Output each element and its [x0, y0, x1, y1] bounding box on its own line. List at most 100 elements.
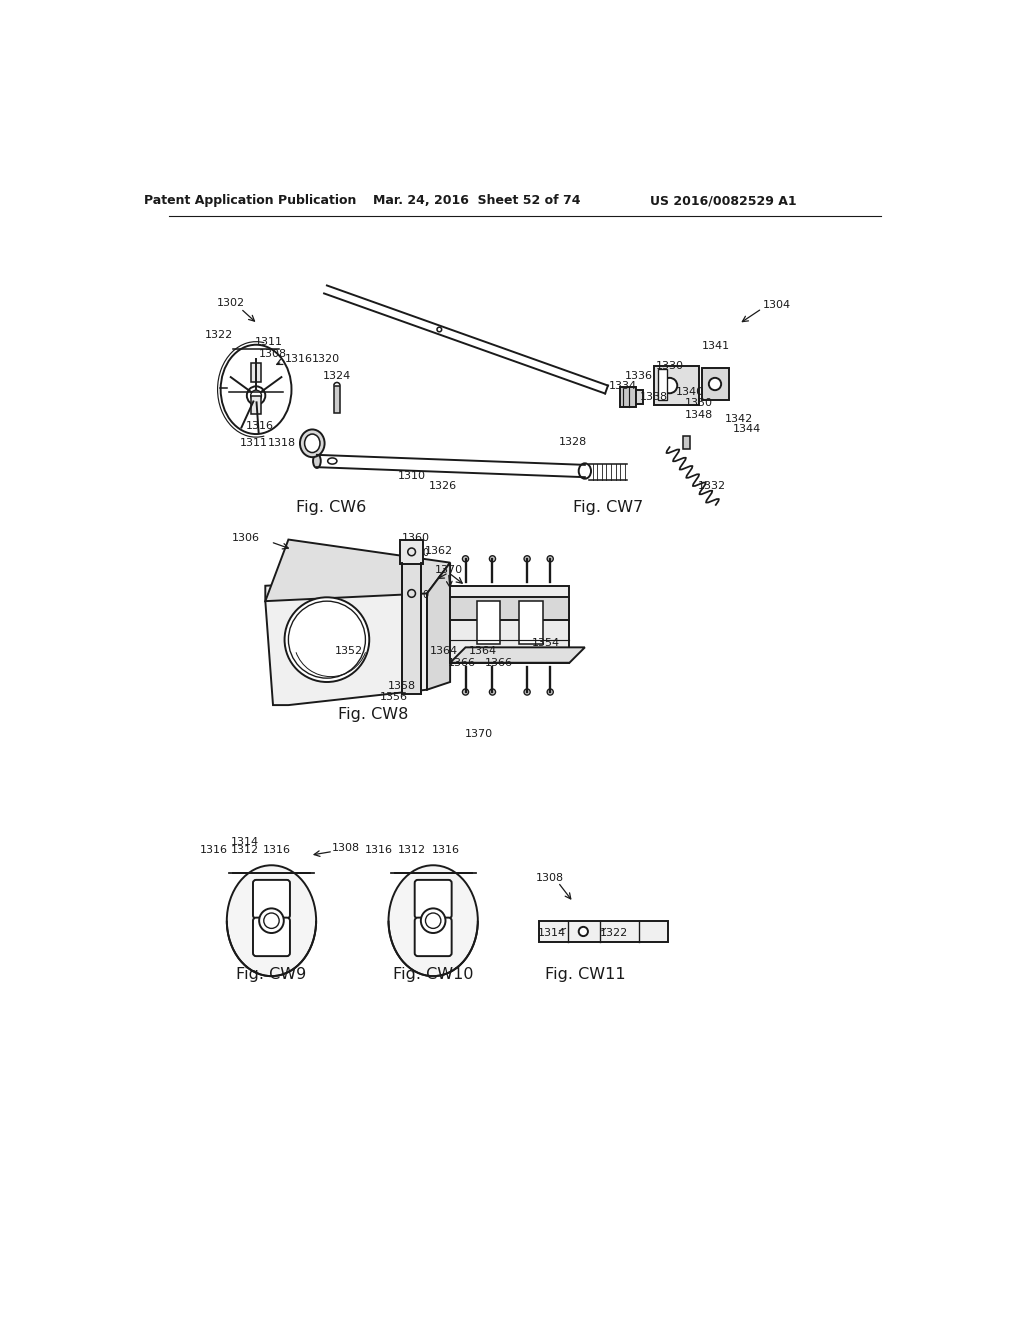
Circle shape — [579, 927, 588, 936]
Text: 1326: 1326 — [428, 480, 457, 491]
Text: 1314: 1314 — [230, 837, 259, 847]
FancyBboxPatch shape — [253, 917, 290, 956]
Bar — [519, 601, 543, 644]
Text: 1306: 1306 — [231, 533, 260, 543]
Circle shape — [489, 556, 496, 562]
Text: 1310: 1310 — [397, 471, 426, 482]
Bar — [402, 562, 421, 693]
Polygon shape — [427, 562, 451, 689]
Text: 1312: 1312 — [397, 845, 426, 855]
Polygon shape — [451, 647, 585, 663]
Bar — [334, 385, 340, 412]
Text: 1370: 1370 — [465, 730, 494, 739]
Circle shape — [259, 908, 284, 933]
Text: 1370: 1370 — [434, 565, 463, 576]
Ellipse shape — [313, 454, 321, 469]
Text: US 2016/0082529 A1: US 2016/0082529 A1 — [650, 194, 797, 207]
Text: 1316: 1316 — [263, 845, 291, 855]
Text: 1302: 1302 — [217, 298, 245, 308]
Text: Fig. CW7: Fig. CW7 — [572, 500, 643, 515]
Circle shape — [489, 689, 496, 696]
Text: 1308: 1308 — [259, 348, 287, 359]
Text: Fig. CW9: Fig. CW9 — [237, 968, 306, 982]
Text: 1308: 1308 — [537, 874, 564, 883]
Text: 1308: 1308 — [332, 843, 360, 853]
Text: 1330: 1330 — [655, 362, 684, 371]
Text: 1360: 1360 — [401, 533, 429, 543]
Circle shape — [662, 378, 677, 393]
Text: 1334: 1334 — [609, 380, 637, 391]
Text: 1312: 1312 — [230, 845, 259, 855]
Bar — [620, 387, 637, 407]
Circle shape — [463, 556, 469, 562]
Text: 1362: 1362 — [425, 546, 453, 556]
Text: Patent Application Publication: Patent Application Publication — [143, 194, 356, 207]
Text: 1340: 1340 — [676, 388, 703, 397]
Circle shape — [709, 378, 721, 391]
Text: 1311: 1311 — [240, 438, 267, 449]
Text: 1358: 1358 — [387, 681, 416, 690]
Bar — [251, 363, 261, 381]
Bar — [251, 396, 261, 414]
Text: 1356: 1356 — [380, 693, 408, 702]
Circle shape — [524, 556, 530, 562]
Text: Fig. CW6: Fig. CW6 — [296, 500, 366, 515]
Ellipse shape — [304, 434, 319, 453]
Text: 1348: 1348 — [685, 409, 713, 420]
Bar — [658, 370, 668, 400]
Text: 1341: 1341 — [701, 341, 730, 351]
Text: 1322: 1322 — [205, 330, 233, 341]
Text: 1364: 1364 — [468, 647, 497, 656]
FancyBboxPatch shape — [253, 880, 290, 919]
Text: 1336: 1336 — [625, 371, 652, 380]
Text: 1332: 1332 — [697, 480, 726, 491]
Bar — [477, 601, 500, 644]
Text: 1322: 1322 — [600, 928, 629, 939]
Text: 1328: 1328 — [559, 437, 588, 446]
Bar — [654, 367, 698, 405]
FancyBboxPatch shape — [415, 917, 452, 956]
FancyBboxPatch shape — [415, 880, 452, 919]
Circle shape — [463, 689, 469, 696]
Text: 1311: 1311 — [255, 337, 284, 347]
Text: 1350: 1350 — [685, 399, 713, 408]
Text: 1352: 1352 — [335, 647, 364, 656]
Text: 1338: 1338 — [640, 392, 669, 403]
Text: Mar. 24, 2016  Sheet 52 of 74: Mar. 24, 2016 Sheet 52 of 74 — [374, 194, 581, 207]
Circle shape — [524, 689, 530, 696]
Text: 1366: 1366 — [447, 657, 476, 668]
Text: 1314: 1314 — [538, 928, 566, 939]
Text: Fig. CW8: Fig. CW8 — [338, 706, 409, 722]
Text: 1316: 1316 — [285, 354, 312, 363]
Text: Fig. CW10: Fig. CW10 — [393, 968, 473, 982]
Text: 1320: 1320 — [312, 354, 340, 363]
Ellipse shape — [226, 866, 316, 977]
Text: 1354: 1354 — [532, 639, 560, 648]
Ellipse shape — [388, 866, 478, 977]
Text: 1342: 1342 — [725, 413, 753, 424]
Bar — [701, 368, 729, 400]
Text: 1316: 1316 — [366, 845, 393, 855]
Text: 1304: 1304 — [763, 300, 792, 310]
Polygon shape — [451, 586, 569, 663]
Text: 1316: 1316 — [200, 845, 227, 855]
Circle shape — [421, 908, 445, 933]
Ellipse shape — [579, 463, 591, 479]
Ellipse shape — [328, 458, 337, 465]
Ellipse shape — [300, 429, 325, 457]
Text: 1364: 1364 — [430, 647, 458, 656]
Text: 1366: 1366 — [484, 657, 513, 668]
Text: 0: 0 — [423, 590, 428, 601]
Polygon shape — [265, 578, 427, 705]
Text: 1316: 1316 — [432, 845, 460, 855]
Bar — [683, 436, 689, 449]
Bar — [539, 921, 668, 942]
Text: Fig. CW11: Fig. CW11 — [545, 968, 626, 982]
Bar — [637, 391, 643, 404]
Text: 1344: 1344 — [732, 425, 761, 434]
Bar — [400, 540, 423, 564]
Polygon shape — [265, 540, 451, 601]
Text: 1318: 1318 — [267, 438, 296, 449]
Circle shape — [547, 689, 553, 696]
Circle shape — [547, 556, 553, 562]
